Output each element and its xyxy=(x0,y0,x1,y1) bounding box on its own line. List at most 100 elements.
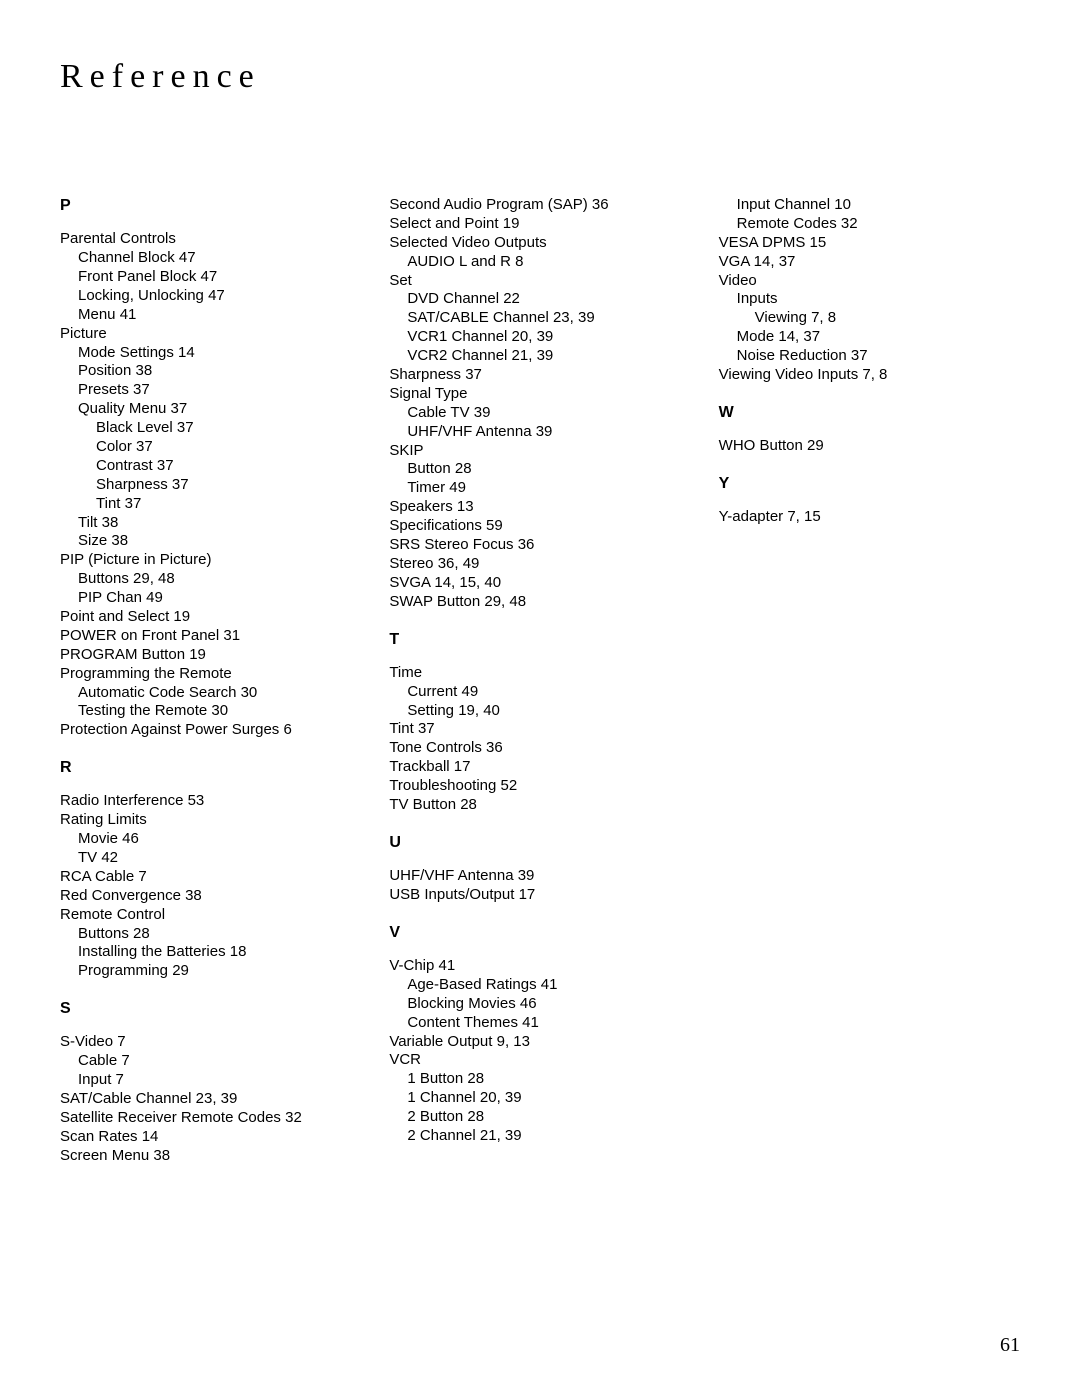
index-entry: Stereo 36, 49 xyxy=(389,555,690,574)
index-entry: TV Button 28 xyxy=(389,796,690,815)
index-entry: Screen Menu 38 xyxy=(60,1147,361,1166)
index-subentry: Remote Codes 32 xyxy=(719,215,1020,234)
index-entry: SKIP xyxy=(389,442,690,461)
index-subentry: VCR1 Channel 20, 39 xyxy=(389,328,690,347)
index-subentry: 1 Button 28 xyxy=(389,1070,690,1089)
index-subentry: Front Panel Block 47 xyxy=(60,268,361,287)
index-entry: VESA DPMS 15 xyxy=(719,234,1020,253)
index-entry: Second Audio Program (SAP) 36 xyxy=(389,196,690,215)
index-entry: Speakers 13 xyxy=(389,498,690,517)
index-entry: PROGRAM Button 19 xyxy=(60,646,361,665)
index-subentry: Presets 37 xyxy=(60,381,361,400)
index-letter: R xyxy=(60,758,361,778)
index-entry: SVGA 14, 15, 40 xyxy=(389,574,690,593)
index-subentry: SAT/CABLE Channel 23, 39 xyxy=(389,309,690,328)
index-subentry: Setting 19, 40 xyxy=(389,702,690,721)
index-letter: T xyxy=(389,630,690,650)
index-subentry: Cable TV 39 xyxy=(389,404,690,423)
index-subentry: UHF/VHF Antenna 39 xyxy=(389,423,690,442)
index-letter: V xyxy=(389,923,690,943)
index-entry: Video xyxy=(719,272,1020,291)
index-entry: WHO Button 29 xyxy=(719,437,1020,456)
index-letter: U xyxy=(389,833,690,853)
page: Reference PParental ControlsChannel Bloc… xyxy=(0,0,1080,1397)
index-entry: UHF/VHF Antenna 39 xyxy=(389,867,690,886)
index-subentry: VCR2 Channel 21, 39 xyxy=(389,347,690,366)
index-entry: Tint 37 xyxy=(389,720,690,739)
index-entry: Selected Video Outputs xyxy=(389,234,690,253)
index-subentry: Mode Settings 14 xyxy=(60,344,361,363)
index-subentry: 1 Channel 20, 39 xyxy=(389,1089,690,1108)
index-subentry: Viewing 7, 8 xyxy=(719,309,1020,328)
index-entry: Parental Controls xyxy=(60,230,361,249)
index-entry: Variable Output 9, 13 xyxy=(389,1033,690,1052)
index-subentry: Content Themes 41 xyxy=(389,1014,690,1033)
index-entry: Point and Select 19 xyxy=(60,608,361,627)
index-subentry: Age-Based Ratings 41 xyxy=(389,976,690,995)
index-subentry: Tilt 38 xyxy=(60,514,361,533)
index-subentry: Channel Block 47 xyxy=(60,249,361,268)
index-entry: Protection Against Power Surges 6 xyxy=(60,721,361,740)
index-column-1: P Parental ControlsChannel Block 47Front … xyxy=(60,196,361,1166)
index-entry: Remote Control xyxy=(60,906,361,925)
index-letter: W xyxy=(719,403,1020,423)
index-entry: Troubleshooting 52 xyxy=(389,777,690,796)
index-letter: Y xyxy=(719,474,1020,494)
index-letter: P xyxy=(60,196,361,216)
index-letter: S xyxy=(60,999,361,1019)
index-entry: Select and Point 19 xyxy=(389,215,690,234)
index-entry: POWER on Front Panel 31 xyxy=(60,627,361,646)
index-subentry: 2 Channel 21, 39 xyxy=(389,1127,690,1146)
index-subentry: Quality Menu 37 xyxy=(60,400,361,419)
index-subentry: DVD Channel 22 xyxy=(389,290,690,309)
index-subentry: Tint 37 xyxy=(60,495,361,514)
index-subentry: Cable 7 xyxy=(60,1052,361,1071)
index-entry: Viewing Video Inputs 7, 8 xyxy=(719,366,1020,385)
index-subentry: Timer 49 xyxy=(389,479,690,498)
index-subentry: 2 Button 28 xyxy=(389,1108,690,1127)
index-entry: RCA Cable 7 xyxy=(60,868,361,887)
index-subentry: Color 37 xyxy=(60,438,361,457)
index-subentry: PIP Chan 49 xyxy=(60,589,361,608)
index-subentry: Mode 14, 37 xyxy=(719,328,1020,347)
index-entry: Y-adapter 7, 15 xyxy=(719,508,1020,527)
page-number: 61 xyxy=(1000,1334,1020,1357)
index-entry: SWAP Button 29, 48 xyxy=(389,593,690,612)
index-entry: Satellite Receiver Remote Codes 32 xyxy=(60,1109,361,1128)
index-entry: Specifications 59 xyxy=(389,517,690,536)
index-entry: Programming the Remote xyxy=(60,665,361,684)
index-columns: P Parental ControlsChannel Block 47Front … xyxy=(60,196,1020,1166)
index-entry: Set xyxy=(389,272,690,291)
index-entry: Rating Limits xyxy=(60,811,361,830)
index-entry: Tone Controls 36 xyxy=(389,739,690,758)
index-entry: S-Video 7 xyxy=(60,1033,361,1052)
index-entry: Radio Interference 53 xyxy=(60,792,361,811)
index-entry: SRS Stereo Focus 36 xyxy=(389,536,690,555)
index-subentry: Black Level 37 xyxy=(60,419,361,438)
index-entry: Picture xyxy=(60,325,361,344)
index-subentry: Position 38 xyxy=(60,362,361,381)
index-subentry: Contrast 37 xyxy=(60,457,361,476)
index-entry: Sharpness 37 xyxy=(389,366,690,385)
index-subentry: Inputs xyxy=(719,290,1020,309)
index-subentry: Current 49 xyxy=(389,683,690,702)
index-subentry: Input 7 xyxy=(60,1071,361,1090)
index-subentry: Input Channel 10 xyxy=(719,196,1020,215)
index-subentry: Menu 41 xyxy=(60,306,361,325)
index-entry: VGA 14, 37 xyxy=(719,253,1020,272)
index-entry: V-Chip 41 xyxy=(389,957,690,976)
index-subentry: AUDIO L and R 8 xyxy=(389,253,690,272)
index-subentry: Noise Reduction 37 xyxy=(719,347,1020,366)
index-entry: Trackball 17 xyxy=(389,758,690,777)
index-subentry: Buttons 28 xyxy=(60,925,361,944)
index-entry: PIP (Picture in Picture) xyxy=(60,551,361,570)
index-column-3: Input Channel 10Remote Codes 32VESA DPMS… xyxy=(719,196,1020,1166)
index-subentry: TV 42 xyxy=(60,849,361,868)
index-column-2: Second Audio Program (SAP) 36Select and … xyxy=(389,196,690,1166)
index-entry: Scan Rates 14 xyxy=(60,1128,361,1147)
index-subentry: Buttons 29, 48 xyxy=(60,570,361,589)
index-entry: SAT/Cable Channel 23, 39 xyxy=(60,1090,361,1109)
index-subentry: Testing the Remote 30 xyxy=(60,702,361,721)
index-subentry: Installing the Batteries 18 xyxy=(60,943,361,962)
index-subentry: Blocking Movies 46 xyxy=(389,995,690,1014)
